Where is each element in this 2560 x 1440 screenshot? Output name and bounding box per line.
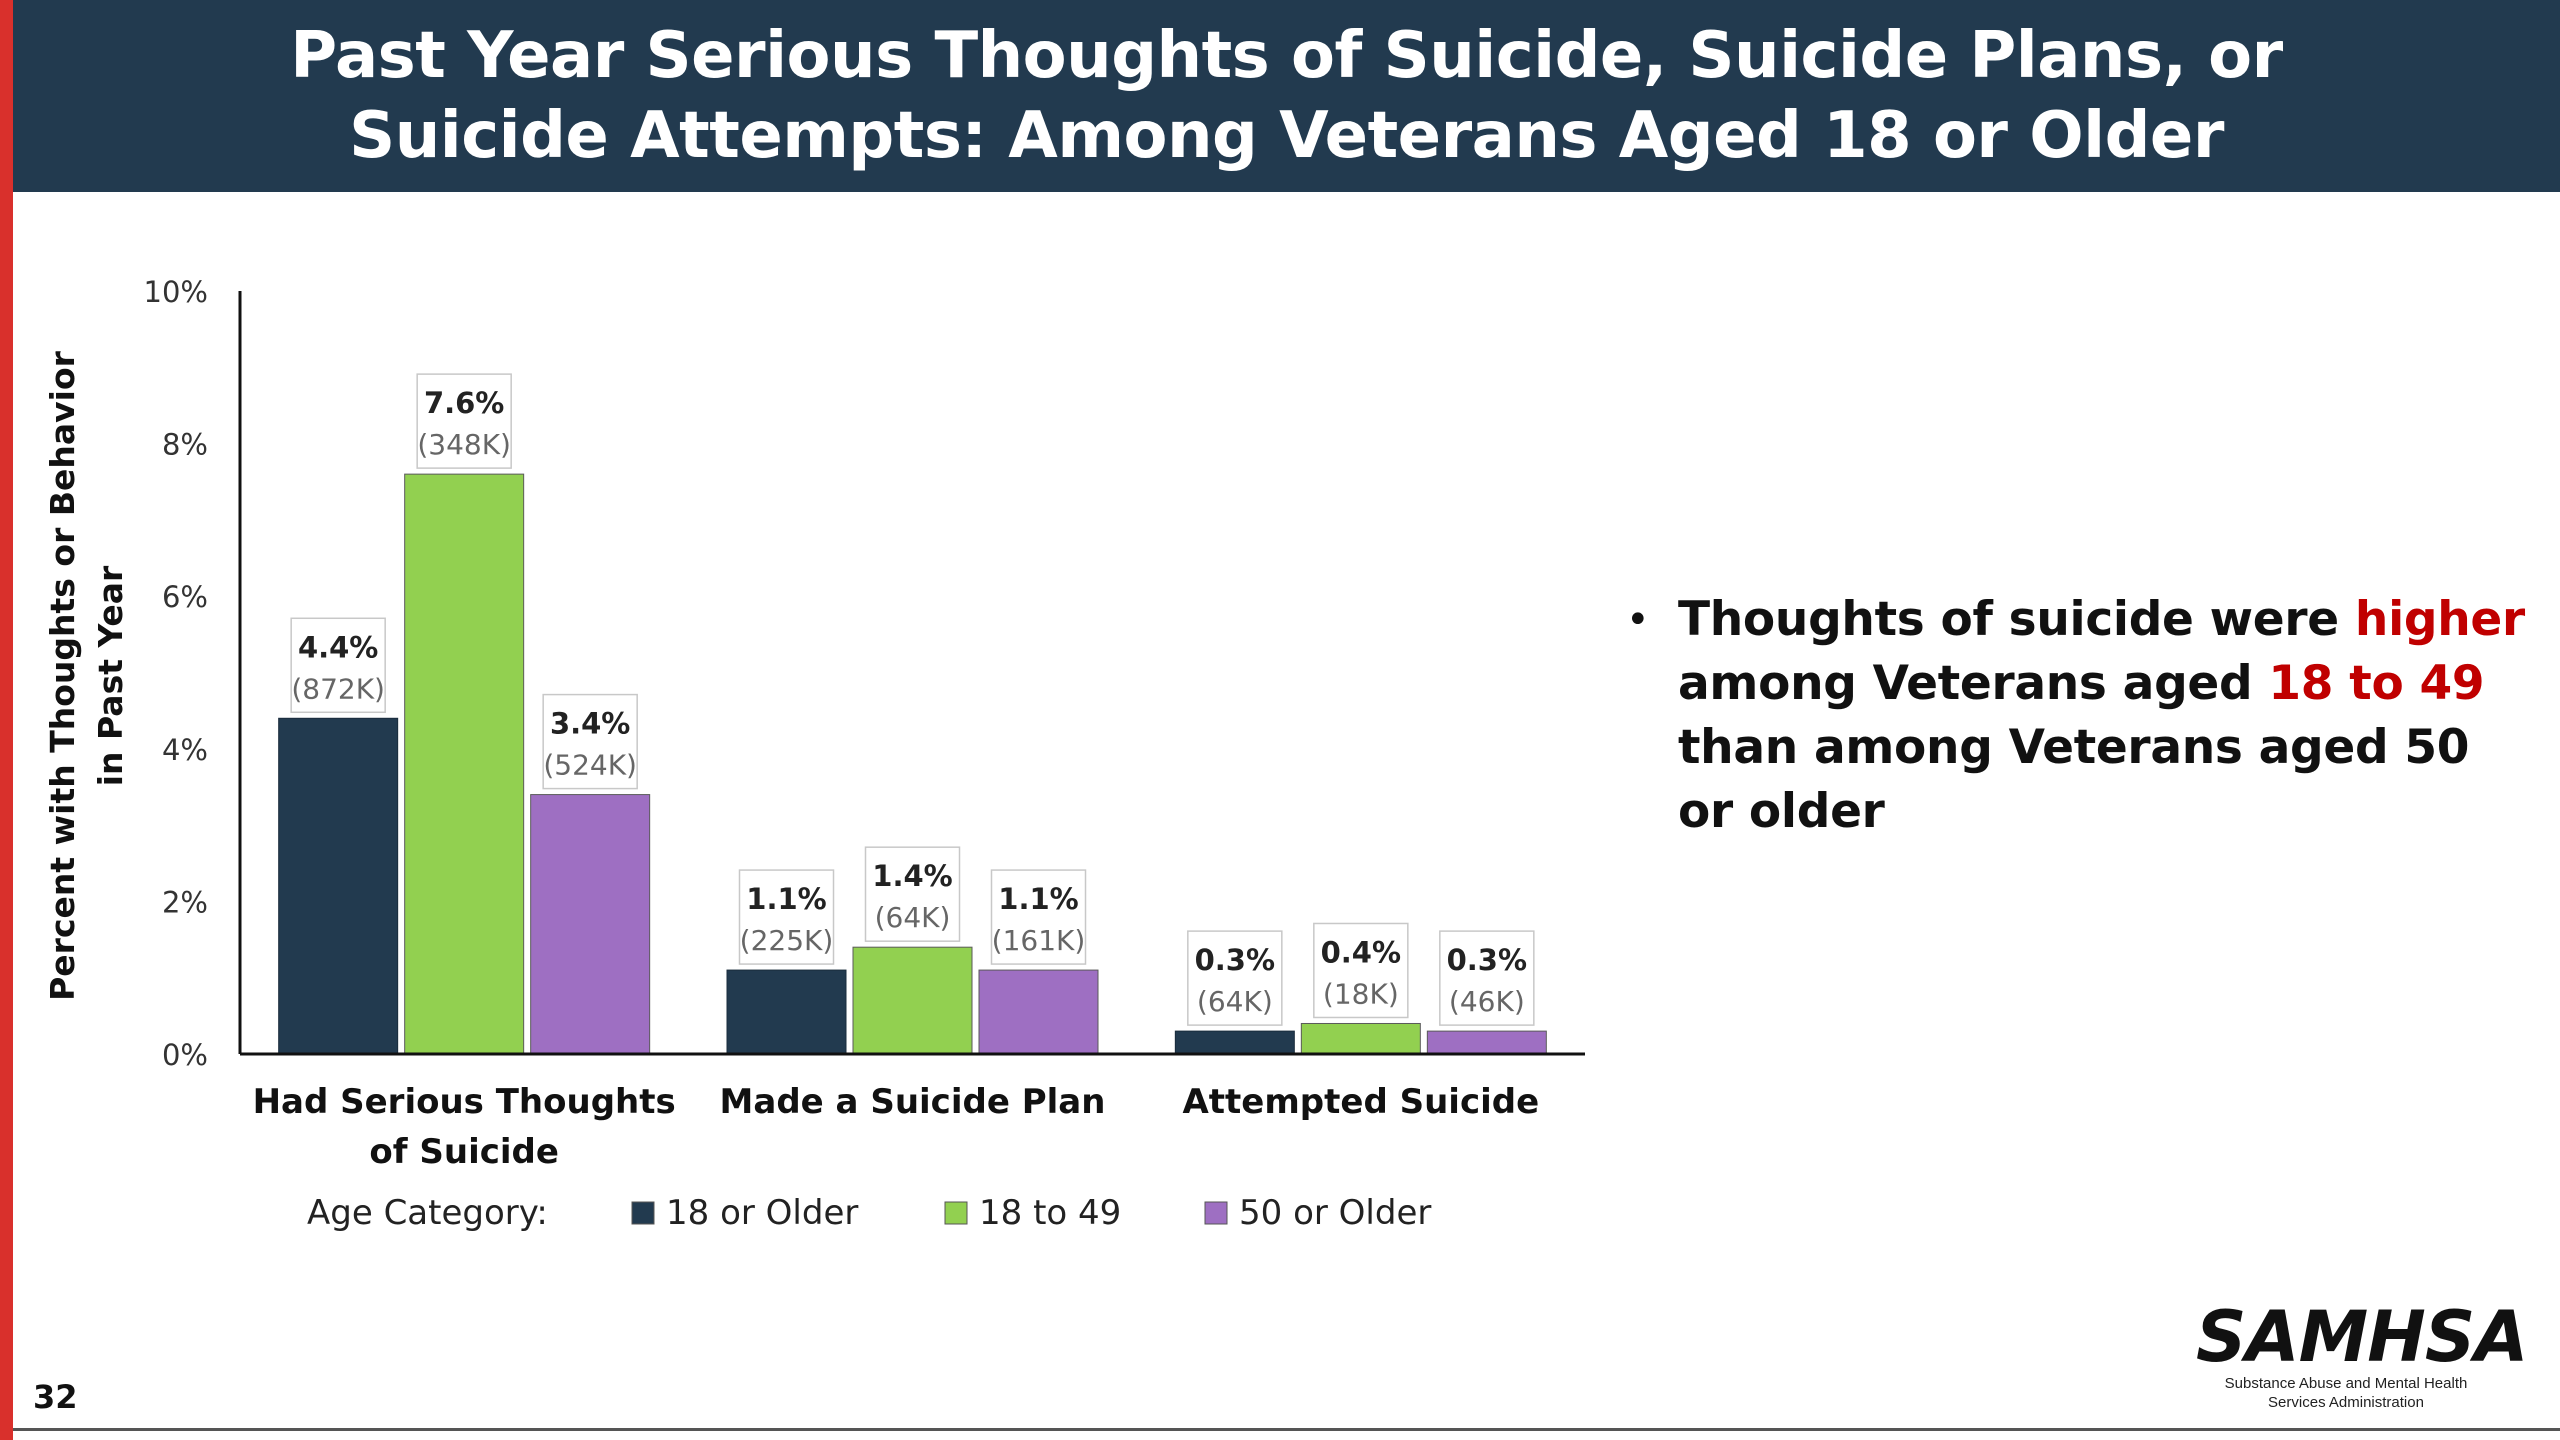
bar	[726, 969, 847, 1055]
bullet-text-part-3: than among Veterans aged 50 or older	[1678, 720, 2470, 839]
legend: Age Category: 18 or Older 18 to 49 50 or Ol…	[307, 1193, 1431, 1233]
y-tick-label: 4%	[162, 733, 208, 767]
bullet-highlight-age-range: 18 to 49	[2268, 656, 2485, 711]
samhsa-logo-mark: SAMHSA	[2196, 1296, 2528, 1378]
data-label-box	[1187, 930, 1283, 1026]
data-label-box	[542, 693, 638, 790]
data-label-box	[416, 373, 512, 469]
axes	[238, 291, 1585, 1056]
y-tick-label: 0%	[162, 1038, 208, 1072]
left-accent-bar	[0, 0, 13, 1440]
bar	[1300, 1022, 1421, 1055]
data-label-percent: 1.1%	[998, 882, 1078, 916]
data-label-count: (225K)	[740, 924, 834, 957]
samhsa-logo-subtitle-1: Substance Abuse and Mental Health	[2224, 1375, 2468, 1392]
data-label-count: (872K)	[291, 672, 385, 705]
data-label-box	[1439, 930, 1535, 1026]
bar	[1174, 1030, 1295, 1055]
data-label-count: (348K)	[417, 428, 511, 461]
legend-swatch	[1204, 1201, 1228, 1225]
bar	[278, 717, 399, 1055]
legend-entry-label: 18 to 49	[979, 1193, 1121, 1233]
y-axis-title-line: in Past Year	[91, 565, 130, 786]
data-label-count: (18K)	[1323, 977, 1399, 1010]
data-label-count: (524K)	[543, 749, 637, 782]
slide-title-line-2: Suicide Attempts: Among Veterans Aged 18…	[349, 99, 2224, 173]
samhsa-logo: SAMHSA Substance Abuse and Mental Health…	[2196, 1296, 2528, 1412]
page-number: 32	[33, 1378, 78, 1416]
bullet-highlight-higher: higher	[2354, 592, 2525, 647]
bottom-rule	[13, 1428, 2560, 1431]
x-category-label: Made a Suicide Plan	[720, 1082, 1106, 1122]
data-label-count: (64K)	[1197, 985, 1273, 1018]
y-tick-label: 2%	[162, 885, 208, 919]
y-axis-title-line: Percent with Thoughts or Behavior	[43, 350, 82, 1001]
y-tick-label: 8%	[162, 428, 208, 462]
data-label-percent: 0.3%	[1447, 943, 1527, 977]
data-label-percent: 3.4%	[550, 707, 630, 741]
data-label-count: (46K)	[1449, 985, 1525, 1018]
data-label-percent: 0.3%	[1195, 943, 1275, 977]
data-label-box	[290, 617, 386, 714]
data-labels: 4.4% (872K) 7.6% (348K) 3.4% (524K) 1.1% (225K)…	[290, 373, 1535, 1026]
x-category-label: Had Serious Thoughts of Suicide	[253, 1082, 676, 1172]
title-bar: Past Year Serious Thoughts of Suicide, S…	[13, 0, 2560, 192]
samhsa-logo-subtitle-2: Services Administration	[2268, 1394, 2424, 1411]
data-label-percent: 1.1%	[746, 882, 826, 916]
y-axis-ticks: 0% 2% 4% 6% 8% 10%	[144, 275, 208, 1072]
y-axis-label: Percent with Thoughts or Behavior in Past…	[43, 350, 130, 1001]
slide-title-line-1: Past Year Serious Thoughts of Suicide, S…	[290, 19, 2283, 93]
bullet-text-part-2: among Veterans aged	[1678, 656, 2269, 711]
data-label-percent: 1.4%	[872, 859, 952, 893]
key-finding-bullet: • Thoughts of suicide were higher among …	[1626, 588, 2538, 844]
data-label-percent: 0.4%	[1321, 935, 1401, 969]
bars	[278, 473, 1547, 1055]
bar	[530, 794, 651, 1055]
data-label-percent: 4.4%	[298, 630, 378, 664]
data-label-percent: 7.6%	[424, 386, 504, 420]
x-category-label-line: Made a Suicide Plan	[720, 1082, 1106, 1122]
x-category-label-line: Had Serious Thoughts	[253, 1082, 676, 1122]
legend-entry-label: 18 or Older	[666, 1193, 858, 1233]
bullet-dot-icon: •	[1626, 597, 1650, 643]
bar	[1426, 1030, 1547, 1055]
data-label-count: (161K)	[992, 924, 1086, 957]
data-label-box	[738, 869, 835, 965]
y-tick-label: 10%	[144, 275, 208, 309]
bar	[404, 473, 525, 1055]
x-category-label: Attempted Suicide	[1182, 1082, 1539, 1122]
y-tick-label: 6%	[162, 580, 208, 614]
bullet-text-part-1: Thoughts of suicide were	[1678, 592, 2355, 647]
legend-swatch	[631, 1201, 655, 1225]
bar	[978, 969, 1099, 1055]
data-label-count: (64K)	[875, 901, 951, 934]
y-axis-title: Percent with Thoughts or Behavior in Past…	[43, 350, 130, 1001]
bar	[852, 946, 973, 1055]
x-category-label-line: Attempted Suicide	[1182, 1082, 1539, 1122]
data-label-box	[990, 869, 1087, 965]
x-category-label-line: of Suicide	[369, 1132, 559, 1172]
data-label-box	[1313, 922, 1409, 1019]
legend-title: Age Category:	[307, 1193, 548, 1233]
legend-swatch	[944, 1201, 968, 1225]
data-label-box	[864, 846, 961, 942]
x-axis-category-labels: Had Serious Thoughts of Suicide Made a Sui…	[253, 1082, 1540, 1172]
legend-entry-label: 50 or Older	[1239, 1193, 1431, 1233]
